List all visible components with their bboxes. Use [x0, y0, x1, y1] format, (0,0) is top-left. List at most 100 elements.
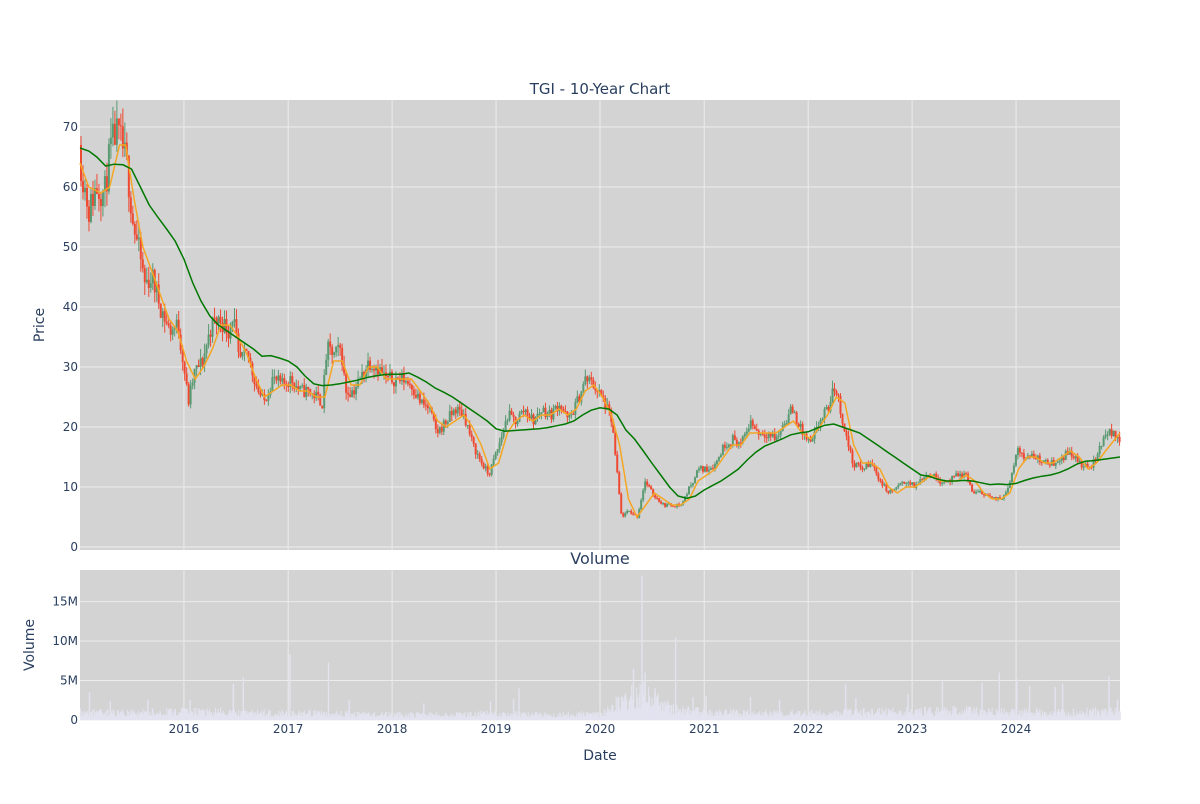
volume-bar [369, 716, 371, 720]
volume-bar [807, 715, 809, 720]
volume-bar [752, 714, 754, 720]
volume-bar [889, 710, 891, 720]
x-tick-label: 2016 [169, 722, 200, 736]
volume-bar [1107, 716, 1109, 720]
volume-bar [766, 712, 768, 720]
volume-bar [508, 715, 510, 720]
volume-bar [624, 695, 626, 720]
candle-body [195, 365, 198, 369]
volume-bar [499, 712, 501, 720]
volume-bar [266, 713, 268, 720]
volume-bar [720, 711, 722, 720]
volume-bar [734, 710, 736, 720]
volume-bar [689, 710, 692, 720]
volume-bar [385, 711, 387, 720]
volume-bar [393, 712, 395, 720]
volume-bar [128, 715, 130, 720]
volume-bar [320, 715, 322, 720]
candle-body [327, 341, 330, 360]
volume-bar [948, 712, 950, 720]
volume-bar [524, 713, 526, 720]
volume-bar [953, 709, 955, 720]
volume-bar [211, 714, 213, 720]
candle-body [83, 187, 86, 193]
candle-body [394, 377, 397, 387]
volume-bar [989, 709, 991, 720]
candle-body [1036, 455, 1039, 460]
price-y-tick-label: 70 [63, 120, 78, 134]
candle-body [733, 435, 736, 440]
volume-bar [117, 710, 119, 720]
volume-bar [556, 716, 558, 720]
volume-bar [445, 713, 447, 720]
volume-bar [737, 716, 739, 720]
volume-bar [822, 712, 824, 720]
volume-bar [811, 709, 813, 720]
candle-body [540, 412, 543, 414]
candle-body [482, 463, 485, 469]
volume-bar [717, 712, 719, 720]
volume-bar [681, 712, 683, 720]
volume-bar [136, 713, 138, 720]
candle-body [97, 193, 100, 200]
volume-bar [146, 710, 148, 720]
candle-body [371, 368, 374, 370]
volume-bar [273, 716, 275, 720]
candle-body [331, 346, 334, 356]
volume-bar [285, 710, 287, 720]
candle-body [193, 368, 196, 383]
volume-bar [701, 714, 704, 720]
volume-bar [258, 714, 260, 720]
volume-bar [936, 707, 938, 720]
volume-bar [828, 714, 830, 720]
candle-body [787, 414, 790, 424]
volume-bar [971, 714, 973, 720]
volume-bar [997, 710, 999, 720]
candle-body [325, 359, 328, 375]
candle-body [538, 413, 541, 415]
volume-bar [251, 709, 253, 720]
candle-body [751, 420, 754, 426]
volume-bar [854, 709, 856, 720]
volume-bar [619, 707, 621, 720]
volume-bar [80, 715, 82, 720]
volume-bar-spike [327, 662, 330, 720]
volume-bar [238, 716, 241, 720]
volume-bar [424, 714, 426, 720]
candle-body [877, 473, 880, 480]
volume-bar [532, 715, 534, 720]
volume-bar [1068, 714, 1070, 720]
volume-bar [491, 713, 493, 720]
volume-bar [1096, 709, 1098, 720]
volume-bar [295, 716, 297, 720]
candle-body [249, 357, 252, 364]
volume-bar [924, 706, 926, 720]
volume-bar [1002, 714, 1004, 720]
volume-bar [885, 708, 887, 720]
volume-bar [233, 709, 235, 720]
volume-bar [794, 715, 796, 720]
volume-bar [716, 710, 718, 720]
volume-bar [319, 712, 321, 720]
candle-body [789, 406, 792, 415]
volume-bar [585, 712, 587, 720]
candle-body [759, 433, 762, 435]
candle-body [867, 463, 870, 467]
candle-body [492, 458, 495, 465]
candle-body [811, 439, 814, 442]
volume-bar [879, 714, 881, 720]
volume-bar [873, 714, 875, 720]
candle-body [508, 410, 511, 421]
volume-bar [848, 708, 850, 720]
volume-bar [446, 715, 448, 720]
volume-bar [1088, 715, 1090, 720]
volume-bar [1071, 716, 1073, 720]
volume-bar [179, 712, 181, 720]
candle-body [93, 188, 96, 206]
volume-bar [763, 712, 765, 720]
candle-body [404, 381, 407, 383]
volume-bar [987, 713, 989, 720]
volume-bar [560, 713, 562, 720]
volume-bar [454, 716, 456, 720]
